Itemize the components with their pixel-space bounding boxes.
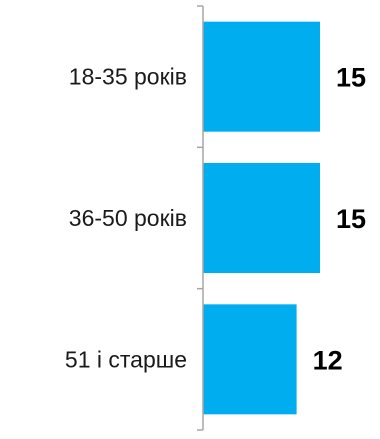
labels-layer: 18-35 років 15 36-50 років 15 51 і старше 12 [65,63,366,376]
category-label: 51 і старше [65,346,187,372]
bars-layer [203,21,320,415]
value-label: 15 [336,204,366,234]
bar [203,21,320,132]
value-label: 12 [313,345,343,375]
category-label: 36-50 років [69,205,187,231]
category-label: 18-35 років [69,64,187,90]
axis-layer [197,5,204,431]
value-label: 15 [336,63,366,93]
bar [203,163,320,273]
bar [203,304,297,415]
